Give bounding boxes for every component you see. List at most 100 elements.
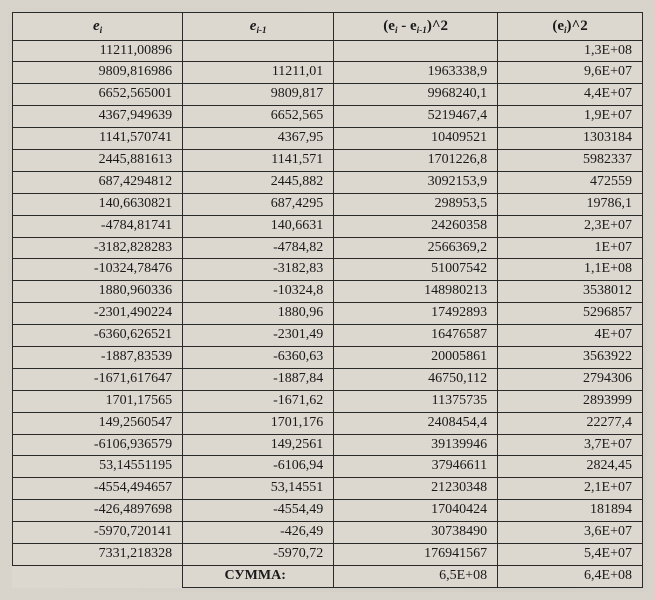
cell-ei1: -4554,49 (183, 500, 334, 522)
cell-ei-sq: 1,3E+08 (498, 40, 643, 62)
table-row: 7331,218328-5970,721769415675,4E+07 (13, 544, 643, 566)
header-ei-sub: i (100, 21, 103, 33)
header-diff-sub2: i-1 (417, 21, 427, 33)
cell-ei1: -6360,63 (183, 347, 334, 369)
data-table: ei ei-1 (ei - ei-1)^2 (ei)^2 11211,00896… (12, 12, 643, 588)
cell-diff-sq: 1701226,8 (334, 150, 498, 172)
cell-ei-sq: 1E+07 (498, 237, 643, 259)
table-row: 1880,960336-10324,81489802133538012 (13, 281, 643, 303)
cell-ei-sq: 4E+07 (498, 325, 643, 347)
cell-diff-sq: 39139946 (334, 434, 498, 456)
cell-ei1: -3182,83 (183, 259, 334, 281)
cell-ei: -1671,617647 (13, 368, 183, 390)
cell-ei1: -5970,72 (183, 544, 334, 566)
cell-diff-sq: 21230348 (334, 478, 498, 500)
table-row: -3182,828283-4784,822566369,21E+07 (13, 237, 643, 259)
cell-ei-sq: 2,1E+07 (498, 478, 643, 500)
table-row: -4554,49465753,14551212303482,1E+07 (13, 478, 643, 500)
cell-ei1: -4784,82 (183, 237, 334, 259)
cell-ei: -3182,828283 (13, 237, 183, 259)
cell-ei1: 11211,01 (183, 62, 334, 84)
cell-ei1: 1880,96 (183, 303, 334, 325)
cell-diff-sq: 30738490 (334, 522, 498, 544)
cell-ei1: 140,6631 (183, 215, 334, 237)
cell-diff-sq: 20005861 (334, 347, 498, 369)
cell-diff-sq: 3092153,9 (334, 171, 498, 193)
cell-diff-sq: 10409521 (334, 128, 498, 150)
cell-ei: 6652,565001 (13, 84, 183, 106)
table-row: 1141,5707414367,95104095211303184 (13, 128, 643, 150)
cell-diff-sq: 2566369,2 (334, 237, 498, 259)
cell-ei: -2301,490224 (13, 303, 183, 325)
cell-ei-sq: 3,7E+07 (498, 434, 643, 456)
cell-ei1: 687,4295 (183, 193, 334, 215)
cell-ei1: -426,49 (183, 522, 334, 544)
cell-diff-sq: 298953,5 (334, 193, 498, 215)
header-col-diff-sq: (ei - ei-1)^2 (334, 13, 498, 41)
cell-ei1: 4367,95 (183, 128, 334, 150)
header-ei1-sub: i-1 (256, 21, 266, 33)
table-row: 9809,81698611211,011963338,99,6E+07 (13, 62, 643, 84)
cell-diff-sq (334, 40, 498, 62)
cell-ei: 11211,00896 (13, 40, 183, 62)
table-row: -6360,626521-2301,49164765874E+07 (13, 325, 643, 347)
header-col-ei: ei (13, 13, 183, 41)
cell-ei1 (183, 40, 334, 62)
cell-ei: -4554,494657 (13, 478, 183, 500)
cell-ei1: -6106,94 (183, 456, 334, 478)
table-body: 11211,00896 1,3E+089809,81698611211,01196… (13, 40, 643, 587)
cell-ei-sq: 3,6E+07 (498, 522, 643, 544)
cell-ei: -6106,936579 (13, 434, 183, 456)
cell-ei: 1141,570741 (13, 128, 183, 150)
cell-ei1: 53,14551 (183, 478, 334, 500)
cell-diff-sq: 46750,112 (334, 368, 498, 390)
cell-ei-sq: 19786,1 (498, 193, 643, 215)
header-ei-base: e (93, 18, 100, 34)
cell-diff-sq: 11375735 (334, 390, 498, 412)
cell-diff-sq: 51007542 (334, 259, 498, 281)
cell-ei: 7331,218328 (13, 544, 183, 566)
header-eisq-suffix: )^2 (567, 18, 588, 34)
summary-row: СУММА:6,5E+086,4E+08 (13, 565, 643, 587)
cell-diff-sq: 1963338,9 (334, 62, 498, 84)
cell-ei: -4784,81741 (13, 215, 183, 237)
cell-ei-sq: 3563922 (498, 347, 643, 369)
cell-ei: 140,6630821 (13, 193, 183, 215)
cell-ei-sq: 5296857 (498, 303, 643, 325)
cell-ei: 1880,960336 (13, 281, 183, 303)
cell-diff-sq: 37946611 (334, 456, 498, 478)
table-row: -1887,83539-6360,63200058613563922 (13, 347, 643, 369)
table-row: 140,6630821687,4295298953,519786,1 (13, 193, 643, 215)
header-col-ei1: ei-1 (183, 13, 334, 41)
cell-ei: 4367,949639 (13, 106, 183, 128)
cell-ei: 149,2560547 (13, 412, 183, 434)
table-row: -4784,81741140,6631242603582,3E+07 (13, 215, 643, 237)
cell-ei-sq: 2824,45 (498, 456, 643, 478)
cell-diff-sq: 17492893 (334, 303, 498, 325)
cell-ei: -1887,83539 (13, 347, 183, 369)
table-row: -2301,4902241880,96174928935296857 (13, 303, 643, 325)
cell-diff-sq: 16476587 (334, 325, 498, 347)
table-row: -426,4897698-4554,4917040424181894 (13, 500, 643, 522)
cell-ei-sq: 1,1E+08 (498, 259, 643, 281)
cell-ei-sq: 9,6E+07 (498, 62, 643, 84)
cell-diff-sq: 17040424 (334, 500, 498, 522)
cell-ei1: 149,2561 (183, 434, 334, 456)
cell-ei1: 1141,571 (183, 150, 334, 172)
cell-ei-sq: 2893999 (498, 390, 643, 412)
cell-ei-sq: 1303184 (498, 128, 643, 150)
table-row: 4367,9496396652,5655219467,41,9E+07 (13, 106, 643, 128)
table-row: -1671,617647-1887,8446750,1122794306 (13, 368, 643, 390)
cell-diff-sq: 2408454,4 (334, 412, 498, 434)
cell-ei-sq: 3538012 (498, 281, 643, 303)
header-col-ei-sq: (ei)^2 (498, 13, 643, 41)
summary-label: СУММА: (183, 565, 334, 587)
cell-ei: -10324,78476 (13, 259, 183, 281)
cell-diff-sq: 24260358 (334, 215, 498, 237)
cell-diff-sq: 5219467,4 (334, 106, 498, 128)
cell-ei: 1701,17565 (13, 390, 183, 412)
cell-ei-sq: 2794306 (498, 368, 643, 390)
cell-ei-sq: 5,4E+07 (498, 544, 643, 566)
header-diff-prefix: (e (383, 18, 395, 34)
cell-diff-sq: 176941567 (334, 544, 498, 566)
